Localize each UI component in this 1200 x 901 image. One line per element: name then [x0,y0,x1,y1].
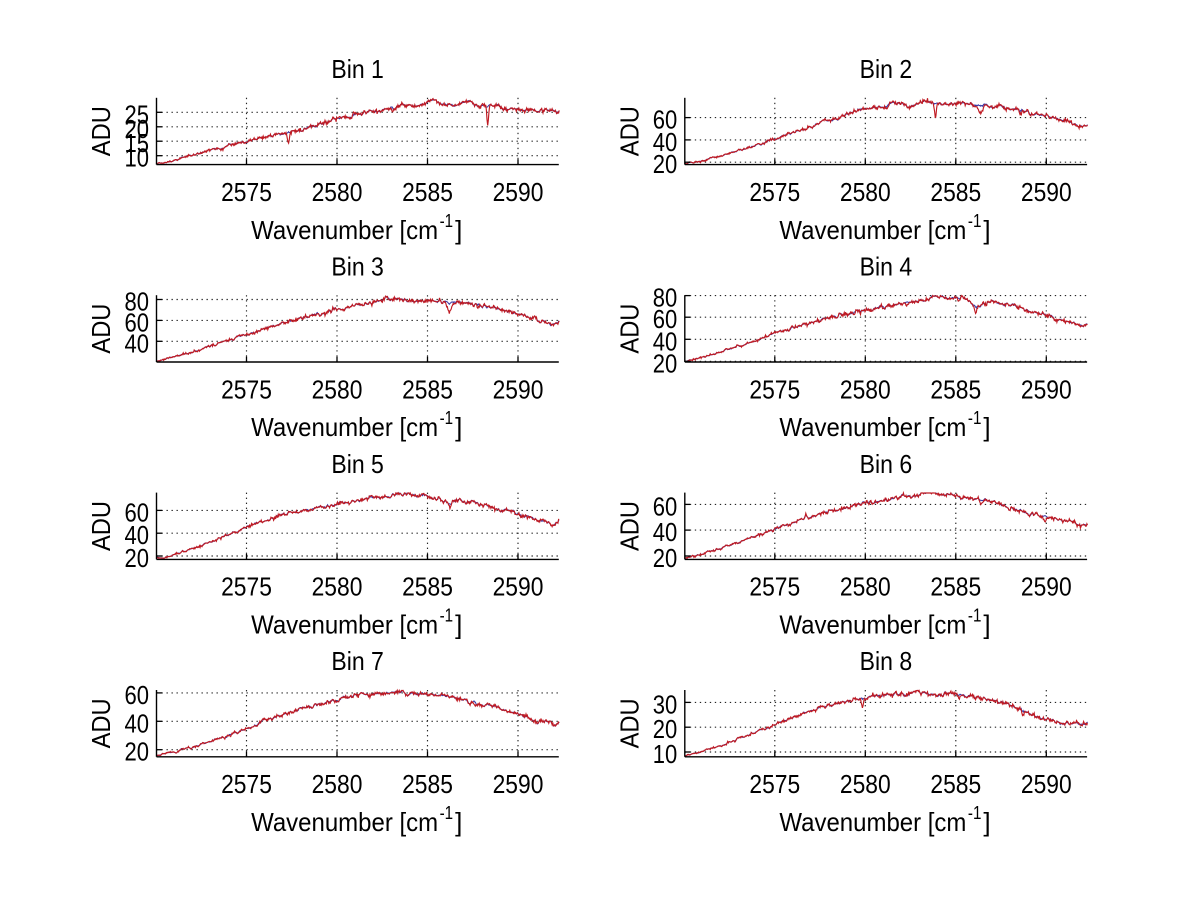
svg-text:2585: 2585 [402,769,453,799]
svg-text:2590: 2590 [1021,572,1072,602]
svg-text:-1: -1 [440,605,454,626]
svg-text:Bin 3: Bin 3 [331,251,384,281]
svg-text:ADU: ADU [86,304,116,354]
svg-text:2590: 2590 [493,374,544,404]
svg-text:Bin 2: Bin 2 [860,54,913,84]
svg-text:30: 30 [653,689,678,719]
svg-text:2585: 2585 [930,572,981,602]
svg-text:-1: -1 [440,210,454,231]
svg-text:2580: 2580 [840,177,891,207]
svg-text:Bin 8: Bin 8 [860,646,913,676]
svg-text:20: 20 [653,348,678,378]
svg-text:2590: 2590 [1021,769,1072,799]
svg-text:2585: 2585 [402,177,453,207]
svg-text:Bin 6: Bin 6 [860,449,913,479]
svg-text:80: 80 [125,287,150,317]
svg-text:2585: 2585 [402,572,453,602]
svg-text:2590: 2590 [493,769,544,799]
svg-text:2590: 2590 [1021,177,1072,207]
svg-text:2575: 2575 [221,374,272,404]
svg-text:40: 40 [653,127,678,157]
svg-text:40: 40 [653,517,678,547]
svg-text:-1: -1 [968,802,982,823]
svg-text:Bin 5: Bin 5 [331,449,384,479]
svg-text:2590: 2590 [493,177,544,207]
svg-text:2580: 2580 [312,572,363,602]
svg-text:]: ] [983,807,990,837]
svg-text:]: ] [983,215,990,245]
svg-text:2575: 2575 [221,769,272,799]
svg-text:ADU: ADU [86,698,116,748]
svg-text:40: 40 [125,328,150,358]
svg-text:2590: 2590 [1021,374,1072,404]
svg-text:40: 40 [125,520,150,550]
svg-text:]: ] [455,807,462,837]
svg-text:2580: 2580 [312,374,363,404]
svg-text:2585: 2585 [930,177,981,207]
svg-text:40: 40 [125,708,150,738]
svg-text:20: 20 [653,714,678,744]
svg-text:Bin 1: Bin 1 [331,54,384,84]
svg-text:Wavenumber [cm: Wavenumber [cm [251,807,438,837]
svg-text:ADU: ADU [86,106,116,156]
svg-text:40: 40 [653,326,678,356]
svg-text:2585: 2585 [930,374,981,404]
svg-text:2580: 2580 [840,769,891,799]
svg-text:10: 10 [125,143,150,173]
svg-text:ADU: ADU [615,501,645,551]
svg-text:Wavenumber [cm: Wavenumber [cm [779,610,966,640]
svg-text:]: ] [983,412,990,442]
svg-text:2575: 2575 [221,177,272,207]
svg-text:20: 20 [125,737,150,767]
svg-text:60: 60 [653,105,678,135]
svg-text:2580: 2580 [312,769,363,799]
svg-text:Wavenumber [cm: Wavenumber [cm [779,412,966,442]
svg-text:60: 60 [653,304,678,334]
svg-text:2585: 2585 [930,769,981,799]
svg-text:60: 60 [653,491,678,521]
svg-text:2575: 2575 [749,374,800,404]
svg-text:-1: -1 [968,210,982,231]
svg-text:2575: 2575 [221,572,272,602]
svg-text:ADU: ADU [615,698,645,748]
svg-text:25: 25 [125,99,150,129]
svg-text:ADU: ADU [615,304,645,354]
svg-text:-1: -1 [968,407,982,428]
svg-text:Wavenumber [cm: Wavenumber [cm [779,807,966,837]
svg-text:]: ] [455,610,462,640]
svg-text:Wavenumber [cm: Wavenumber [cm [779,215,966,245]
svg-text:60: 60 [125,307,150,337]
svg-text:2575: 2575 [749,769,800,799]
svg-text:20: 20 [125,543,150,573]
svg-text:Bin 4: Bin 4 [860,251,913,281]
svg-text:10: 10 [653,739,678,769]
svg-text:Wavenumber [cm: Wavenumber [cm [251,610,438,640]
svg-text:Wavenumber [cm: Wavenumber [cm [251,412,438,442]
svg-text:2580: 2580 [840,572,891,602]
svg-text:2575: 2575 [749,572,800,602]
svg-text:2580: 2580 [840,374,891,404]
svg-text:20: 20 [653,149,678,179]
svg-text:]: ] [455,412,462,442]
svg-text:2590: 2590 [493,572,544,602]
svg-text:2585: 2585 [402,374,453,404]
svg-text:2580: 2580 [312,177,363,207]
svg-text:ADU: ADU [86,501,116,551]
svg-text:-1: -1 [440,802,454,823]
svg-text:Wavenumber [cm: Wavenumber [cm [251,215,438,245]
svg-text:60: 60 [125,680,150,710]
svg-text:-1: -1 [968,605,982,626]
svg-text:]: ] [455,215,462,245]
svg-text:15: 15 [125,128,150,158]
svg-text:60: 60 [125,497,150,527]
svg-text:20: 20 [653,543,678,573]
svg-text:80: 80 [653,283,678,313]
svg-text:ADU: ADU [615,106,645,156]
svg-text:]: ] [983,610,990,640]
svg-text:2575: 2575 [749,177,800,207]
svg-text:-1: -1 [440,407,454,428]
svg-text:20: 20 [125,114,150,144]
svg-text:Bin 7: Bin 7 [331,646,384,676]
